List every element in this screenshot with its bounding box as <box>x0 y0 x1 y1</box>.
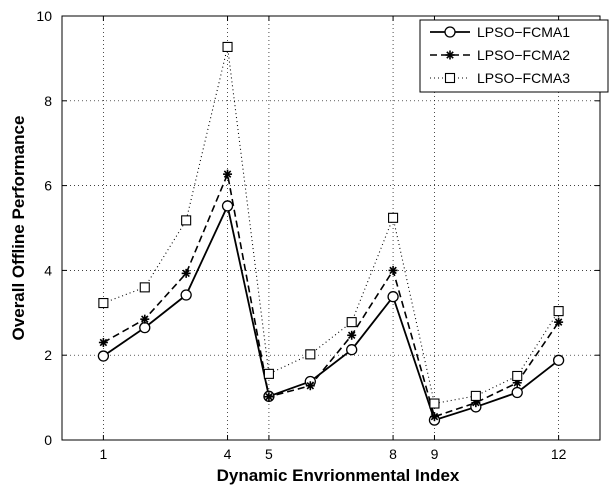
data-point <box>263 368 274 379</box>
x-tick-label: 8 <box>389 446 397 462</box>
legend-entry: LPSO−FCMA1 <box>430 24 570 40</box>
y-axis-title: Overall Offline Performance <box>9 116 28 341</box>
data-point <box>387 291 399 303</box>
data-point <box>346 317 357 328</box>
legend-label: LPSO−FCMA1 <box>477 24 570 40</box>
data-point <box>305 381 315 391</box>
series-line <box>102 203 560 422</box>
x-axis-title: Dynamic Envrionmental Index <box>217 466 460 485</box>
series-group <box>97 41 565 426</box>
data-point <box>552 354 565 366</box>
x-tick-label: 5 <box>265 446 273 462</box>
y-tick-label: 2 <box>44 347 52 363</box>
data-point <box>97 350 110 362</box>
legend-label: LPSO−FCMA3 <box>477 70 570 86</box>
series-line <box>102 171 560 418</box>
series-3 <box>98 41 564 409</box>
x-tick-label: 1 <box>99 446 107 462</box>
data-point <box>346 344 358 356</box>
x-tick-label: 12 <box>551 446 567 462</box>
legend-marker <box>445 50 455 60</box>
y-tick-label: 0 <box>44 432 52 448</box>
data-point <box>554 317 564 327</box>
x-tick-label: 9 <box>431 446 439 462</box>
data-point <box>221 200 234 212</box>
legend: LPSO−FCMA1 LPSO−FCMA2 LPSO−FCMA3 <box>419 19 609 93</box>
data-point <box>181 268 191 278</box>
data-point <box>139 321 151 334</box>
data-point <box>429 398 440 409</box>
y-tick-label: 10 <box>36 8 52 24</box>
data-point <box>512 370 523 382</box>
data-point <box>388 212 399 223</box>
data-point <box>180 289 192 301</box>
data-point <box>388 265 398 275</box>
data-point <box>511 386 523 399</box>
data-point <box>98 297 109 309</box>
y-tick-label: 4 <box>44 262 52 278</box>
data-point <box>140 314 150 324</box>
x-tick-label: 4 <box>224 446 232 462</box>
legend-entry: LPSO−FCMA2 <box>430 47 570 63</box>
data-point <box>429 412 439 422</box>
data-point <box>139 282 150 293</box>
y-tick-label: 6 <box>44 178 52 194</box>
legend-label: LPSO−FCMA2 <box>477 47 570 63</box>
legend-entry: LPSO−FCMA3 <box>430 70 570 86</box>
x-axis-ticks: 1 4 5 8 9 12 <box>99 16 567 462</box>
y-tick-label: 8 <box>44 93 52 109</box>
series-1 <box>97 200 565 426</box>
grid <box>62 16 600 440</box>
legend-marker <box>444 72 456 84</box>
data-point <box>98 337 108 347</box>
data-point <box>223 169 233 179</box>
data-point <box>264 392 274 402</box>
data-point <box>222 41 233 53</box>
plot-frame <box>61 15 601 441</box>
data-point <box>470 390 481 401</box>
data-point <box>305 349 316 360</box>
y-axis-ticks: 0 2 4 6 8 10 <box>36 8 600 448</box>
data-point <box>553 306 564 317</box>
legend-marker <box>444 26 456 38</box>
data-point <box>181 215 192 226</box>
data-point <box>347 330 357 340</box>
